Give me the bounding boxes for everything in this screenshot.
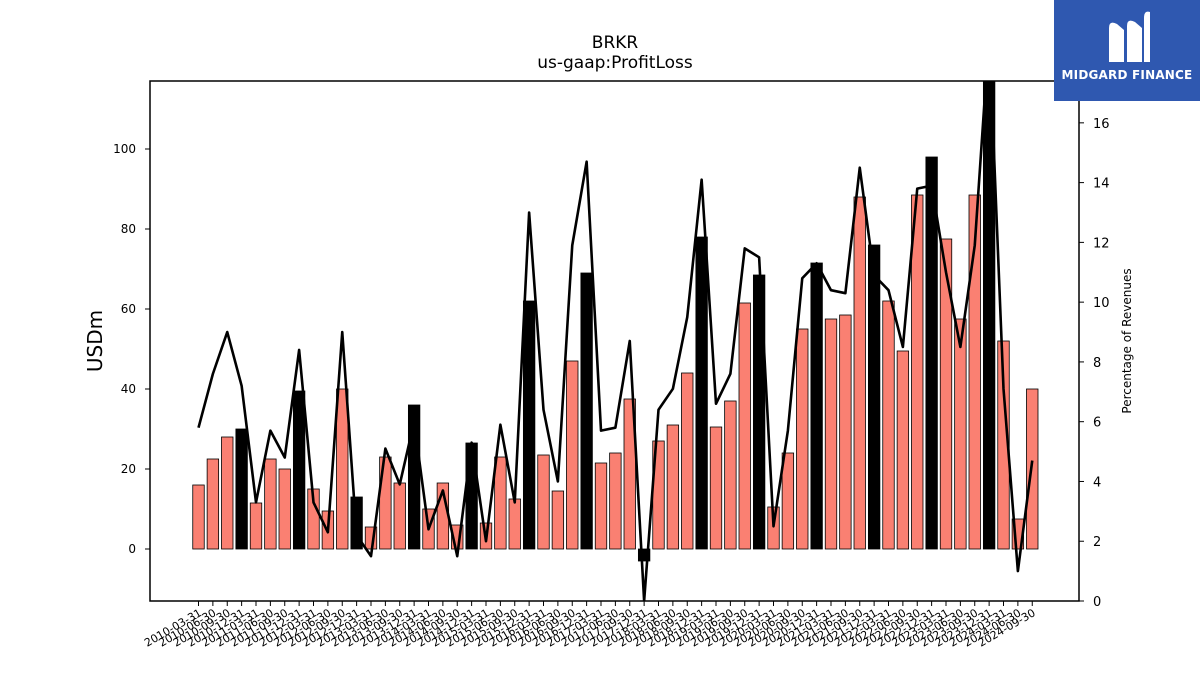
- left-y-axis: 0 20 40 60 80 100: [113, 142, 150, 556]
- quarter-bar: [939, 238, 953, 550]
- annual-bar: [465, 442, 478, 550]
- y2-tick-label: 16: [1093, 117, 1110, 132]
- annual-bar: [522, 300, 536, 550]
- midgard-finance-logo: MIDGARD FINANCE: [1054, 0, 1200, 101]
- quarter-bar: [393, 482, 406, 550]
- y2-tick-label: 14: [1093, 177, 1110, 192]
- quarter-bar: [824, 318, 838, 550]
- chart-title: BRKR: [592, 33, 639, 53]
- y-tick-label: 80: [121, 222, 136, 236]
- quarter-bar: [192, 484, 205, 550]
- annual-bar: [292, 390, 306, 550]
- quarter-bar: [551, 490, 565, 550]
- bar-series: [192, 81, 1039, 562]
- y2-tick-label: 0: [1093, 595, 1101, 610]
- quarter-bar: [494, 456, 507, 550]
- quarter-bar: [853, 196, 866, 550]
- y-tick-label: 100: [113, 142, 136, 156]
- quarter-bar: [997, 340, 1010, 550]
- y2-tick-label: 12: [1093, 236, 1110, 251]
- y-tick-label: 60: [121, 302, 136, 316]
- chart-subtitle: us-gaap:ProfitLoss: [537, 53, 693, 73]
- y-tick-label: 40: [121, 382, 136, 396]
- left-axis-label: USDm: [83, 310, 107, 372]
- quarter-bar: [508, 498, 521, 550]
- y2-tick-label: 8: [1093, 356, 1101, 371]
- quarter-bar: [911, 194, 924, 550]
- quarter-bar: [249, 502, 263, 550]
- annual-bar: [925, 156, 938, 550]
- quarter-bar: [206, 458, 220, 550]
- quarter-bar: [278, 468, 291, 550]
- y2-tick-label: 2: [1093, 535, 1101, 550]
- annual-bar: [695, 236, 708, 550]
- quarter-bar: [609, 452, 622, 550]
- quarter-bar: [666, 424, 680, 550]
- plot-frame: [149, 80, 1080, 602]
- midgard-m-logo-icon: [1109, 11, 1150, 63]
- quarter-bar: [882, 300, 895, 550]
- quarter-bar: [781, 452, 795, 550]
- quarter-bar: [738, 302, 751, 550]
- quarter-bar: [566, 360, 579, 550]
- annual-bar: [580, 272, 593, 550]
- annual-bar: [235, 428, 248, 550]
- quarter-bar: [839, 314, 852, 550]
- y2-tick-label: 6: [1093, 416, 1101, 431]
- quarter-bar: [796, 328, 809, 550]
- quarter-bar: [594, 462, 608, 550]
- quarter-bar: [681, 372, 694, 550]
- y-tick-label: 20: [121, 462, 136, 476]
- annual-bar: [637, 548, 651, 562]
- x-axis: 2010-03-312010-06-302010-09-302010-12-31…: [142, 601, 1038, 650]
- annual-bar: [982, 81, 996, 550]
- right-axis-label: Percentage of Revenues: [1120, 268, 1134, 413]
- quarter-bar: [537, 454, 550, 550]
- quarter-bar: [221, 436, 234, 550]
- quarter-bar: [896, 350, 910, 550]
- quarter-bar: [954, 318, 967, 550]
- y2-tick-label: 10: [1093, 296, 1110, 311]
- quarter-bar: [968, 194, 981, 550]
- right-y-axis: 0 2 4 6 8 10 12 14 16: [1079, 117, 1110, 610]
- line-series: [197, 81, 1034, 601]
- annual-bar: [407, 404, 421, 550]
- y2-tick-label: 4: [1093, 475, 1101, 490]
- quarter-bar: [724, 400, 737, 550]
- percentage-line: [197, 81, 1034, 601]
- quarter-bar: [709, 426, 723, 550]
- annual-bar: [810, 262, 823, 550]
- quarter-bar: [623, 398, 636, 550]
- quarter-bar: [264, 458, 277, 550]
- quarter-bar: [336, 388, 349, 550]
- y-tick-label: 0: [128, 542, 136, 556]
- logo-text: MIDGARD FINANCE: [1061, 68, 1193, 82]
- annual-bar: [867, 244, 881, 550]
